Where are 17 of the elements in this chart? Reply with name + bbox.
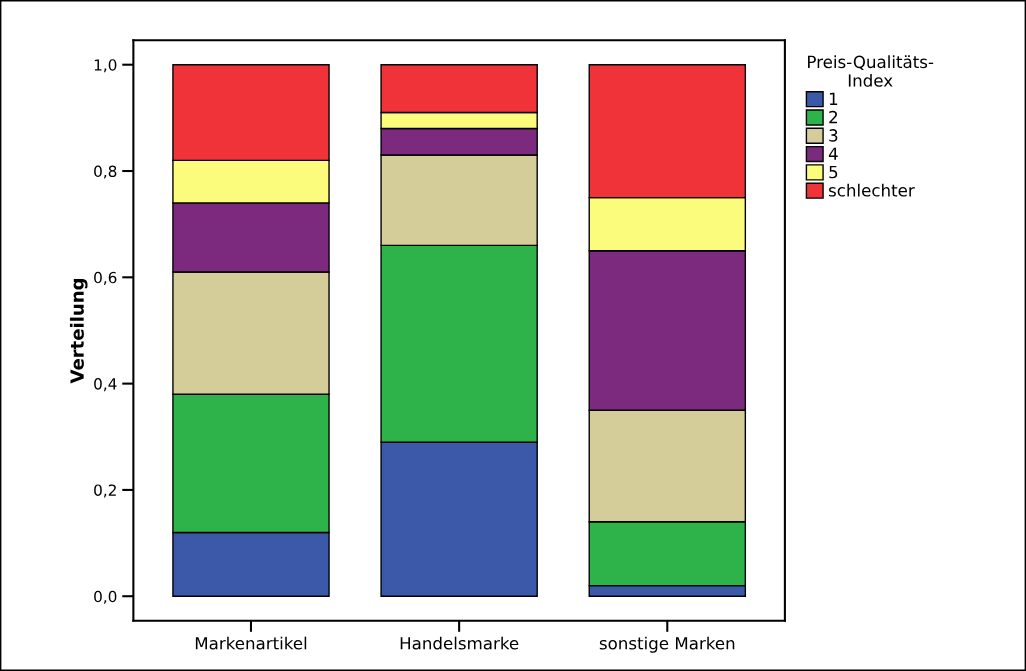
y-tick-label: 0,4 — [94, 378, 117, 392]
x-tick-label: sonstige Marken — [599, 636, 735, 653]
legend-label: 4 — [828, 147, 838, 160]
x-tick-label: Markenartikel — [195, 636, 307, 650]
x-tick-label: Handelsmarke — [400, 636, 519, 650]
y-tick-label: 0,2 — [94, 484, 116, 498]
legend-label: 1 — [829, 92, 838, 105]
legend-label: 2 — [829, 110, 838, 124]
y-axis-title: Verteilung — [69, 278, 88, 384]
legend-label: 5 — [829, 165, 838, 179]
y-tick-label: 1,0 — [94, 59, 117, 73]
legend-label: schlechter — [828, 183, 915, 197]
y-tick-label: 0,0 — [94, 590, 117, 604]
legend-label: 3 — [829, 129, 838, 142]
y-tick-label: 0,8 — [94, 165, 117, 179]
legend-title: Preis-Qualitäts- Index — [808, 55, 934, 87]
y-tick-label: 0,6 — [94, 271, 117, 285]
